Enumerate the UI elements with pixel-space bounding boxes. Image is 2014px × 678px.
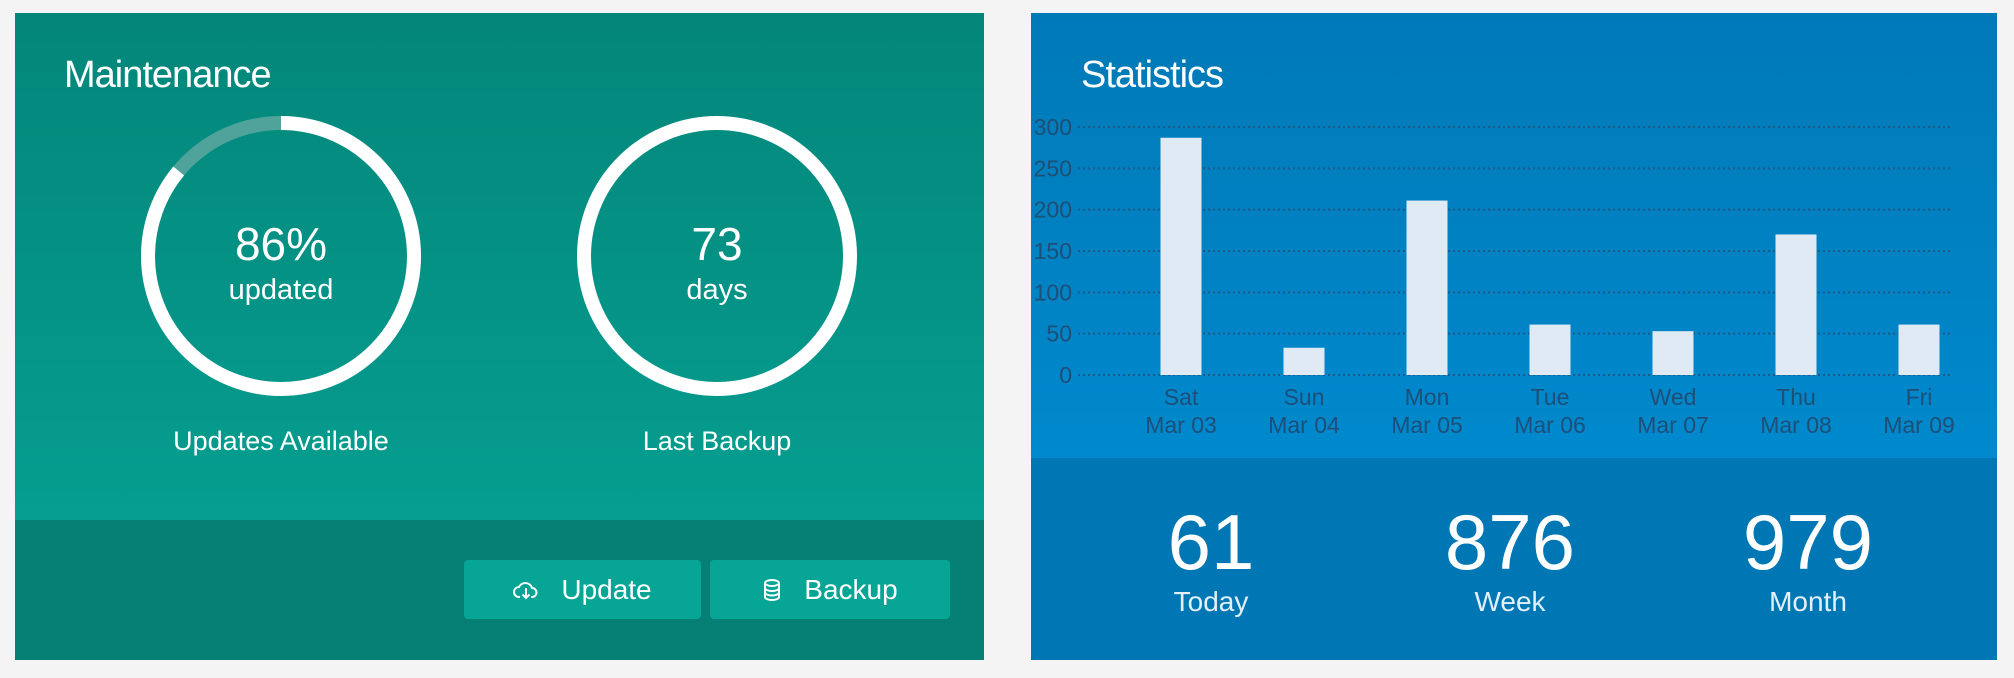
bar[interactable] [1652, 331, 1694, 375]
maintenance-title: Maintenance [64, 54, 272, 96]
backup-label: Last Backup [642, 426, 792, 456]
bar[interactable] [1775, 234, 1817, 375]
stat-week-value: 876 [1444, 498, 1576, 586]
ring-progress [141, 116, 421, 396]
update-button-label: Update [561, 573, 652, 605]
stat-month: 979 Month [1678, 458, 1938, 660]
stat-today: 61 Today [1081, 458, 1341, 660]
y-tick-label: 200 [1034, 197, 1072, 223]
backup-button-label: Backup [804, 573, 898, 605]
update-button[interactable]: Update [464, 560, 701, 619]
maintenance-body [15, 13, 984, 520]
x-tick-day: Sun [1284, 384, 1325, 410]
x-tick-day: Sat [1164, 384, 1199, 410]
backup-button[interactable]: Backup [710, 560, 950, 619]
x-tick-day: Fri [1906, 384, 1933, 410]
stat-week: 876 Week [1380, 458, 1640, 660]
statistics-footer [1031, 458, 1997, 660]
statistics-panel: Statistics 0 50 100 150 200 250 300 Sat Mar 03 Su… [1031, 13, 1997, 660]
bar[interactable] [1283, 347, 1325, 375]
x-tick-day: Wed [1650, 384, 1697, 410]
y-tick-label: 300 [1034, 114, 1072, 140]
x-tick-day: Tue [1531, 384, 1570, 410]
x-tick-day: Thu [1776, 384, 1816, 410]
x-tick-date: Mar 09 [1883, 412, 1955, 438]
maintenance-panel: Maintenance 86% updated Updates Availabl… [15, 13, 984, 660]
y-tick-label: 50 [1046, 321, 1072, 347]
backup-value: 73 [691, 218, 743, 270]
updates-unit: updated [228, 274, 334, 306]
y-tick-label: 150 [1034, 238, 1072, 264]
stat-month-value: 979 [1742, 498, 1874, 586]
updates-label: Updates Available [173, 426, 389, 456]
backup-ring: 73 days [577, 116, 857, 396]
backup-unit: days [686, 274, 748, 306]
updates-ring-graphic [141, 116, 421, 396]
stat-today-label: Today [1173, 586, 1249, 617]
x-tick-day: Mon [1405, 384, 1450, 410]
y-tick-label: 250 [1034, 155, 1072, 181]
y-tick-label: 0 [1059, 362, 1072, 388]
x-tick-date: Mar 06 [1514, 412, 1586, 438]
backup-ring-graphic [577, 116, 857, 396]
x-tick-date: Mar 05 [1391, 412, 1463, 438]
bar[interactable] [1160, 137, 1202, 375]
statistics-title: Statistics [1081, 54, 1224, 96]
bar[interactable] [1898, 324, 1940, 375]
x-tick-date: Mar 08 [1760, 412, 1832, 438]
cloud-download-icon [513, 581, 538, 599]
ring-progress [577, 116, 857, 396]
x-tick-date: Mar 07 [1637, 412, 1709, 438]
stat-today-value: 61 [1167, 498, 1255, 586]
database-icon [764, 578, 781, 601]
stat-month-label: Month [1769, 586, 1847, 617]
stat-week-label: Week [1474, 586, 1546, 617]
y-tick-label: 100 [1034, 279, 1072, 305]
bar[interactable] [1406, 200, 1448, 375]
bar[interactable] [1529, 324, 1571, 375]
updates-value: 86% [234, 218, 328, 270]
updates-ring: 86% updated [141, 116, 421, 396]
x-tick-date: Mar 04 [1268, 412, 1340, 438]
x-tick-date: Mar 03 [1145, 412, 1217, 438]
